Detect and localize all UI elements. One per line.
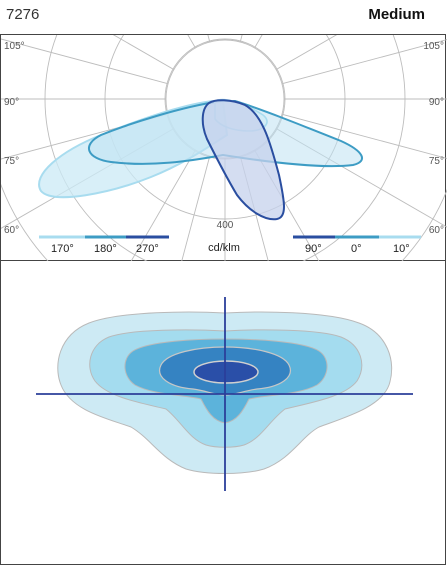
- product-code: 7276: [6, 6, 40, 23]
- angle-label-right-105: 105°: [423, 41, 444, 52]
- curve-270: [201, 99, 285, 221]
- polar-diagram-panel: 105° 90° 75° 60° 105° 90° 75° 60° 400 17…: [0, 34, 447, 261]
- iso-level-5: [193, 360, 259, 384]
- angle-label-right-90: 90°: [429, 97, 444, 108]
- distribution-label: Medium: [368, 6, 425, 23]
- isolux-diagram-panel: [0, 261, 446, 565]
- legend-label-10: 10°: [393, 243, 410, 255]
- isolux-diagram: [36, 297, 413, 491]
- angle-label-left-105: 105°: [4, 41, 25, 52]
- polar-grid: [1, 35, 447, 261]
- legend-label-270: 270°: [136, 243, 159, 255]
- angle-label-left-75: 75°: [4, 156, 19, 167]
- unit-label: cd/klm: [208, 242, 240, 254]
- radial-value-label: 400: [217, 220, 234, 231]
- legend-label-0: 0°: [351, 243, 362, 255]
- angle-label-right-60: 60°: [429, 225, 444, 236]
- legend-label-170: 170°: [51, 243, 74, 255]
- angle-label-left-60: 60°: [4, 225, 19, 236]
- angle-label-left-90: 90°: [4, 97, 19, 108]
- legend-label-180: 180°: [94, 243, 117, 255]
- header: 7276 Medium: [0, 0, 447, 34]
- polar-diagram: 105° 90° 75° 60° 105° 90° 75° 60° 400 17…: [1, 35, 447, 261]
- angle-label-right-75: 75°: [429, 156, 444, 167]
- legend-label-90: 90°: [305, 243, 322, 255]
